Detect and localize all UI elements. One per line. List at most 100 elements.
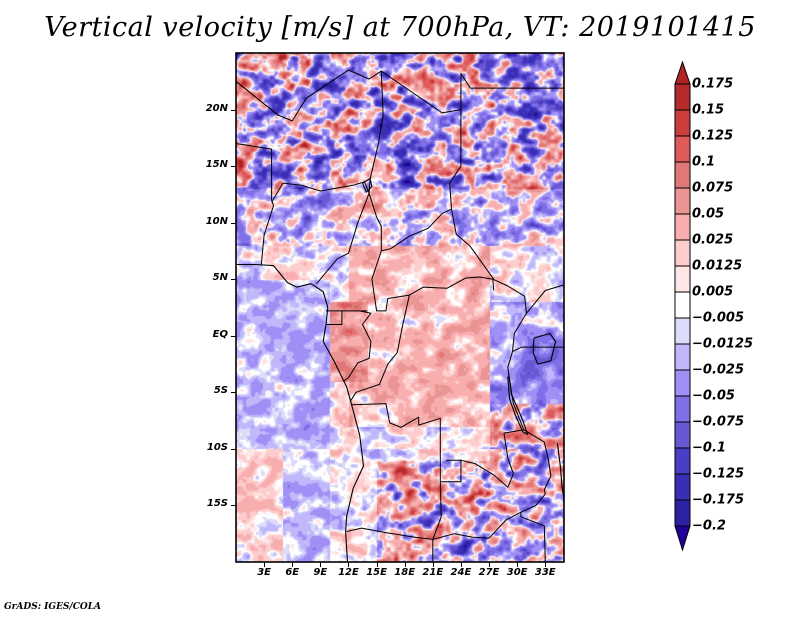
x-tick xyxy=(545,562,547,567)
coastline xyxy=(236,263,365,563)
colorbar-swatch xyxy=(674,291,691,319)
y-tick-label: 15S xyxy=(206,498,228,510)
x-tick xyxy=(264,562,266,567)
chart-title: Vertical velocity [m/s] at 700hPa, VT: 2… xyxy=(44,12,756,43)
colorbar-swatch xyxy=(674,109,691,137)
colorbar-label: −0.075 xyxy=(692,414,745,430)
colorbar-label: −0.1 xyxy=(692,440,726,456)
colorbar-swatch xyxy=(674,447,691,475)
coastline xyxy=(507,374,529,435)
x-tick-label: 18E xyxy=(394,567,416,578)
colorbar-label: 0.075 xyxy=(692,180,734,196)
colorbar-label: −0.175 xyxy=(692,492,745,508)
country-border xyxy=(371,250,495,312)
colorbar-label: −0.005 xyxy=(692,310,745,326)
country-border xyxy=(432,481,442,562)
country-border xyxy=(346,493,546,540)
x-tick xyxy=(404,562,406,567)
colorbar-over-arrow xyxy=(674,60,691,85)
y-tick-label: 5S xyxy=(213,385,228,397)
country-border xyxy=(460,73,564,89)
country-border xyxy=(460,429,524,488)
y-tick xyxy=(231,505,236,507)
x-tick xyxy=(292,562,294,567)
colorbar-swatch xyxy=(674,395,691,423)
x-tick xyxy=(376,562,378,567)
colorbar-label: 0.1 xyxy=(692,154,716,170)
country-border xyxy=(451,209,495,280)
y-tick-label: 15N xyxy=(205,159,228,171)
colorbar-swatch xyxy=(674,187,691,215)
y-tick-label: 20N xyxy=(205,102,228,114)
colorbar-swatch xyxy=(674,317,691,345)
coastline xyxy=(556,443,565,500)
y-tick-label: 10N xyxy=(205,215,228,227)
x-tick-label: 3E xyxy=(257,567,271,578)
colorbar-swatch xyxy=(674,135,691,163)
country-border xyxy=(349,294,410,402)
colorbar-swatch xyxy=(674,343,691,371)
coastline xyxy=(532,332,557,365)
colorbar-label: 0.005 xyxy=(692,284,734,300)
colorbar-label: −0.125 xyxy=(692,466,745,482)
country-border xyxy=(271,181,370,203)
colorbar-under-arrow xyxy=(674,525,691,552)
country-border xyxy=(492,278,527,430)
colorbar-swatch xyxy=(674,265,691,293)
y-tick xyxy=(231,448,236,450)
country-border xyxy=(326,310,343,325)
colorbar-swatch xyxy=(674,473,691,501)
colorbar-swatch xyxy=(674,161,691,189)
x-tick xyxy=(348,562,350,567)
x-tick-label: 27E xyxy=(478,567,500,578)
map-overlay xyxy=(235,52,565,563)
country-border xyxy=(526,284,565,314)
country-borders xyxy=(235,69,565,563)
colorbar-swatch xyxy=(674,83,691,111)
colorbar-label: 0.15 xyxy=(692,102,725,118)
x-tick-label: 15E xyxy=(366,567,387,578)
y-tick xyxy=(231,392,236,394)
x-tick xyxy=(489,562,491,567)
y-tick xyxy=(231,166,236,168)
x-tick xyxy=(460,562,462,567)
country-border xyxy=(351,403,462,483)
country-border xyxy=(520,512,546,563)
country-border xyxy=(235,143,274,265)
country-border xyxy=(343,310,372,382)
y-tick-label: 10S xyxy=(206,441,228,453)
country-border xyxy=(235,69,462,122)
map-frame xyxy=(235,52,565,563)
x-tick xyxy=(432,562,434,567)
x-tick-label: 33E xyxy=(534,567,556,578)
x-tick-label: 30E xyxy=(506,567,528,578)
country-border xyxy=(368,71,462,252)
country-border xyxy=(523,429,552,495)
y-tick xyxy=(231,279,236,281)
colorbar-label: −0.2 xyxy=(692,518,726,534)
y-tick-label: 5N xyxy=(212,272,228,284)
colorbar-label: −0.0125 xyxy=(692,336,754,352)
x-tick-label: 12E xyxy=(338,567,359,578)
colorbar-label: 0.125 xyxy=(692,128,734,144)
colorbar-label: 0.025 xyxy=(692,232,734,248)
colorbar-label: −0.05 xyxy=(692,388,735,404)
y-tick xyxy=(231,335,236,337)
country-border xyxy=(316,193,370,285)
vertical-velocity-field xyxy=(236,53,564,562)
colorbar-label: −0.025 xyxy=(692,362,745,378)
colorbar-swatch xyxy=(674,239,691,267)
colorbar-label: 0.0125 xyxy=(692,258,743,274)
y-tick xyxy=(231,109,236,111)
colorbar-label: 0.175 xyxy=(692,76,734,92)
x-tick xyxy=(320,562,322,567)
colorbar-label: 0.05 xyxy=(692,206,725,222)
colorbar-swatch xyxy=(674,213,691,241)
colorbar-swatch xyxy=(674,499,691,527)
coastline xyxy=(361,178,373,193)
colorbar-swatch xyxy=(674,369,691,397)
country-border xyxy=(512,346,564,353)
x-tick-label: 21E xyxy=(422,567,444,578)
x-tick xyxy=(517,562,519,567)
grads-credit: GrADS: IGES/COLA xyxy=(4,602,102,612)
